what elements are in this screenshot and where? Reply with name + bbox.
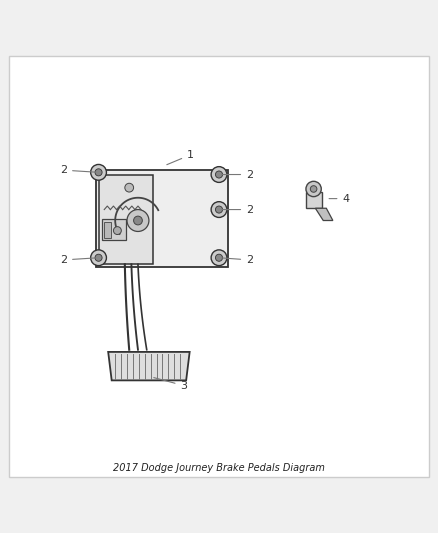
Circle shape <box>310 185 317 192</box>
Circle shape <box>125 183 134 192</box>
Bar <box>102 219 126 240</box>
Text: 3: 3 <box>154 377 187 391</box>
Circle shape <box>91 165 106 180</box>
Text: 1: 1 <box>167 150 194 165</box>
Circle shape <box>211 250 227 265</box>
Text: 2017 Dodge Journey Brake Pedals Diagram: 2017 Dodge Journey Brake Pedals Diagram <box>113 463 325 473</box>
Text: 2: 2 <box>60 255 96 265</box>
Circle shape <box>215 206 223 213</box>
Text: 2: 2 <box>222 205 253 215</box>
Text: 4: 4 <box>329 193 350 204</box>
Circle shape <box>127 209 149 231</box>
Polygon shape <box>315 208 333 221</box>
Circle shape <box>215 254 223 261</box>
Circle shape <box>215 171 223 178</box>
Bar <box>96 170 228 266</box>
Text: 2: 2 <box>222 169 253 180</box>
Circle shape <box>306 181 321 197</box>
Bar <box>306 191 322 208</box>
FancyBboxPatch shape <box>9 56 429 477</box>
Bar <box>104 222 111 238</box>
Circle shape <box>91 250 106 265</box>
Bar <box>99 174 153 264</box>
Text: 2: 2 <box>222 255 253 265</box>
Circle shape <box>113 227 121 235</box>
Circle shape <box>211 167 227 182</box>
Circle shape <box>95 169 102 176</box>
Text: 2: 2 <box>60 165 96 175</box>
Circle shape <box>134 216 142 225</box>
Circle shape <box>211 201 227 217</box>
Circle shape <box>95 254 102 261</box>
Polygon shape <box>108 352 190 381</box>
